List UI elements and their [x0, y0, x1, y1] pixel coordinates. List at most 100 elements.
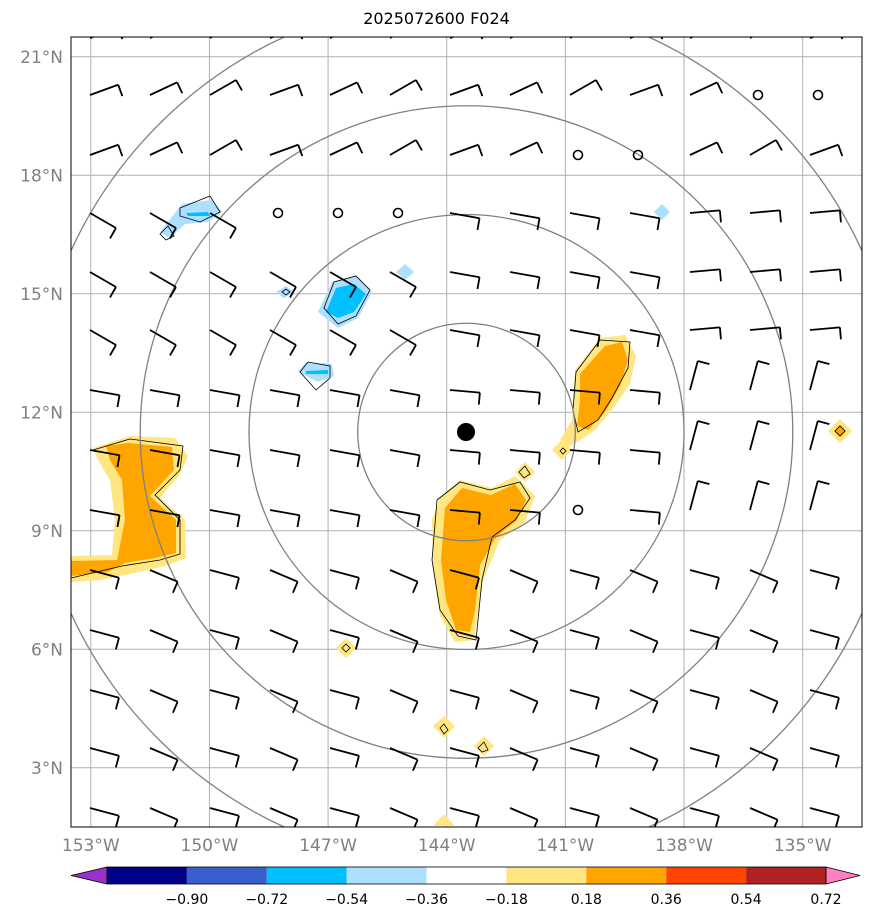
wind-barb-shaft	[209, 747, 240, 757]
wind-barb-feather	[355, 815, 360, 827]
wind-barb-shaft	[629, 212, 660, 220]
wind-barb-shaft	[389, 139, 417, 156]
wind-barb-feather	[778, 269, 782, 282]
wind-barb-shaft	[809, 569, 840, 579]
colorbar-outline	[106, 866, 827, 885]
wind-barb-shaft	[509, 81, 538, 96]
negative-anomaly	[186, 212, 210, 216]
wind-barb-shaft	[629, 37, 636, 39]
wind-barb-shaft	[329, 509, 360, 517]
wind-barb-shaft	[629, 569, 658, 583]
wind-barb-feather	[596, 218, 601, 231]
positive-anomaly-light	[515, 462, 535, 482]
lon-axis: 153°W 150°W 147°W 144°W 141°W 138°W 135°W	[62, 836, 832, 856]
lon-tick-label: 138°W	[655, 836, 713, 856]
wind-barb-shaft	[509, 689, 538, 703]
wind-barb-shaft	[89, 143, 119, 156]
wind-barb-feather	[536, 277, 541, 290]
wind-barb-feather	[718, 269, 722, 282]
wind-barb-shaft	[329, 629, 360, 639]
wind-barb-feather	[536, 218, 541, 231]
wind-barb-feather	[415, 79, 423, 91]
calm-wind-marker	[752, 89, 764, 101]
wind-barb-shaft	[149, 509, 180, 517]
lat-tick-label: 15°N	[20, 285, 63, 305]
colorbar-swatch	[426, 867, 507, 884]
wind-barb-feather	[109, 227, 117, 239]
wind-barb-shaft	[569, 747, 600, 757]
wind-barb-shaft	[269, 747, 298, 761]
wind-barb-feather	[477, 512, 481, 525]
wind-barb-feather	[236, 455, 241, 468]
wind-barb-shaft	[329, 807, 360, 817]
colorbar-extend-low	[70, 866, 108, 885]
calm-wind-marker	[572, 504, 584, 516]
colorbar-swatch	[746, 867, 826, 884]
wind-barb-shaft	[269, 389, 300, 397]
wind-barb-shaft	[689, 569, 720, 579]
wind-barb-shaft	[149, 449, 180, 457]
wind-barb-feather	[416, 23, 422, 33]
wind-barb-feather	[236, 395, 241, 408]
wind-barb-shaft	[269, 629, 298, 643]
range-ring	[139, 105, 794, 759]
negative-anomaly	[326, 284, 366, 318]
wind-barb-feather	[838, 327, 842, 340]
wind-barb-shaft	[209, 389, 240, 397]
wind-barb-feather	[536, 81, 544, 94]
lon-tick-label: 141°W	[536, 836, 594, 856]
wind-barb-shaft	[149, 141, 178, 156]
wind-barb-shaft	[209, 271, 237, 288]
wind-barb-feather	[657, 452, 661, 465]
wind-barb-shaft	[449, 509, 480, 514]
wind-barb-shaft	[209, 629, 240, 639]
wind-barb-shaft	[749, 569, 778, 583]
wind-barb-shaft	[269, 689, 298, 703]
lon-tick-label: 153°W	[62, 836, 120, 856]
positive-anomaly-light	[433, 814, 455, 826]
colorbar-tick-label: −0.72	[245, 892, 288, 908]
wind-barb-feather	[172, 701, 179, 714]
wind-barb-feather	[835, 815, 840, 827]
wind-barb-shaft	[569, 271, 600, 279]
wind-barb-shaft	[329, 689, 360, 699]
wind-barb-shaft	[329, 141, 358, 156]
wind-barb-feather	[235, 815, 240, 827]
colorbar-swatch	[666, 867, 747, 884]
wind-barb-shaft	[689, 807, 720, 817]
wind-barb-shaft	[749, 480, 759, 511]
wind-barb-shaft	[809, 747, 840, 757]
wind-barb-feather	[236, 515, 241, 528]
wind-barb-shaft	[149, 329, 177, 346]
lat-tick-label: 12°N	[20, 403, 63, 423]
wind-barb-feather	[229, 286, 237, 298]
wind-barb-feather	[715, 577, 720, 590]
lat-tick-label: 18°N	[20, 166, 63, 186]
wind-barb-shaft	[89, 807, 120, 817]
wind-barb-shaft	[629, 807, 658, 821]
wind-barb-shaft	[689, 209, 720, 214]
wind-barb-shaft	[749, 209, 780, 214]
wind-barb-feather	[772, 641, 779, 654]
wind-barb-feather	[697, 360, 710, 365]
wind-barb-shaft	[209, 139, 237, 156]
shaded-contours	[71, 200, 852, 826]
wind-barb-feather	[296, 395, 301, 408]
wind-barb-shaft	[389, 79, 417, 96]
wind-barb-shaft	[749, 360, 759, 391]
wind-barb-feather	[652, 701, 659, 714]
wind-barb-shaft	[629, 83, 659, 96]
wind-barb-feather	[115, 755, 120, 768]
wind-barb-feather	[778, 327, 782, 340]
wind-barb-shaft	[329, 81, 358, 96]
wind-barb-feather	[356, 81, 364, 94]
wind-barb-feather	[356, 455, 361, 468]
wind-barb-shaft	[629, 389, 660, 394]
lon-tick-label: 150°W	[181, 836, 239, 856]
wind-barb-feather	[656, 218, 661, 231]
wind-barb-feather	[176, 515, 181, 528]
wind-barb-feather	[715, 815, 720, 827]
wind-barb-shaft	[509, 449, 540, 454]
wind-barb-feather	[416, 515, 421, 528]
wind-barb-shaft	[89, 689, 120, 699]
